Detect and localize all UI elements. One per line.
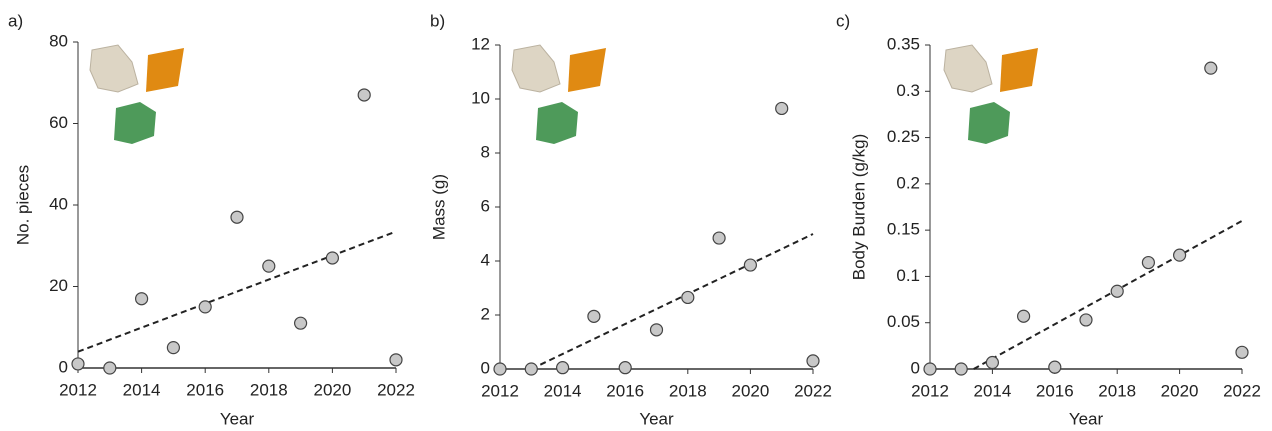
data-point [587,309,601,323]
y-tick-label: 60 [49,113,68,132]
y-tick-label: 0.15 [887,220,920,239]
plastic-icons [89,44,1038,144]
panel-label: a) [8,11,23,30]
y-axis-label: No. pieces [13,165,32,245]
data-point [954,362,968,376]
data-point [923,362,937,376]
data-point [712,231,726,245]
data-point [493,362,507,376]
data-point [681,290,695,305]
x-tick-label: 2020 [731,381,769,400]
trend-line [530,233,814,370]
y-tick-label: 0.35 [887,34,920,53]
data-point [524,362,538,376]
x-tick-label: 2012 [59,380,97,399]
data-point [775,101,789,116]
data-point [357,88,371,102]
y-tick-label: 0.1 [896,266,920,285]
data-point [555,361,570,375]
x-tick-label: 2016 [1036,381,1074,400]
data-point [1235,345,1249,359]
data-point [262,259,276,273]
x-tick-label: 2018 [669,381,707,400]
data-point [1048,360,1062,374]
y-tick-label: 4 [481,250,490,269]
x-tick-label: 2020 [1161,381,1199,400]
x-axis-label: Year [639,409,674,428]
data-point [71,357,85,371]
x-axis-label: Year [1069,409,1104,428]
y-axis-label: Body Burden (g/kg) [849,134,868,280]
x-tick-label: 2014 [973,381,1011,400]
data-point [325,251,339,265]
x-tick-label: 2022 [1223,381,1261,400]
data-point [985,355,1000,370]
data-point [230,210,244,224]
y-axis-label: Mass (g) [429,174,448,240]
data-point [103,361,117,375]
x-tick-label: 2012 [911,381,949,400]
data-point [1204,61,1218,75]
y-tick-label: 40 [49,194,68,213]
data-point [1141,255,1156,270]
y-tick-label: 0.2 [896,173,920,192]
data-point [743,258,758,272]
y-tick-label: 10 [471,88,490,107]
y-tick-label: 0.3 [896,81,920,100]
y-tick-label: 2 [481,304,490,323]
y-tick-label: 0 [59,357,68,376]
data-point [806,354,820,368]
x-tick-label: 2022 [377,380,415,399]
trend-line [973,220,1243,370]
x-tick-label: 2014 [544,381,582,400]
data-point [135,292,149,306]
y-tick-label: 6 [481,196,490,215]
y-tick-label: 20 [49,276,68,295]
panel-label: c) [836,11,850,30]
data-point [198,300,212,314]
x-tick-label: 2012 [481,381,519,400]
y-tick-label: 80 [49,31,68,50]
data-point [1110,284,1124,298]
x-tick-label: 2018 [1098,381,1136,400]
x-tick-label: 2022 [794,381,832,400]
y-tick-label: 0.05 [887,312,920,331]
data-point [166,341,180,355]
y-tick-label: 0 [911,358,920,377]
y-tick-label: 8 [481,142,490,161]
panel-label: b) [430,11,445,30]
data-point [1172,248,1187,262]
trend-line [77,230,397,353]
y-tick-label: 12 [471,34,490,53]
x-tick-label: 2014 [123,380,161,399]
x-tick-label: 2016 [186,380,224,399]
data-point [294,316,308,330]
data-point [389,353,403,367]
x-tick-label: 2018 [250,380,288,399]
x-axis-label: Year [220,409,255,428]
y-tick-label: 0 [481,358,490,377]
x-tick-label: 2020 [313,380,351,399]
data-point [618,361,632,375]
data-point [1016,309,1031,323]
data-point [649,323,664,337]
x-tick-label: 2016 [606,381,644,400]
data-point [1079,313,1093,327]
y-tick-label: 0.25 [887,127,920,146]
